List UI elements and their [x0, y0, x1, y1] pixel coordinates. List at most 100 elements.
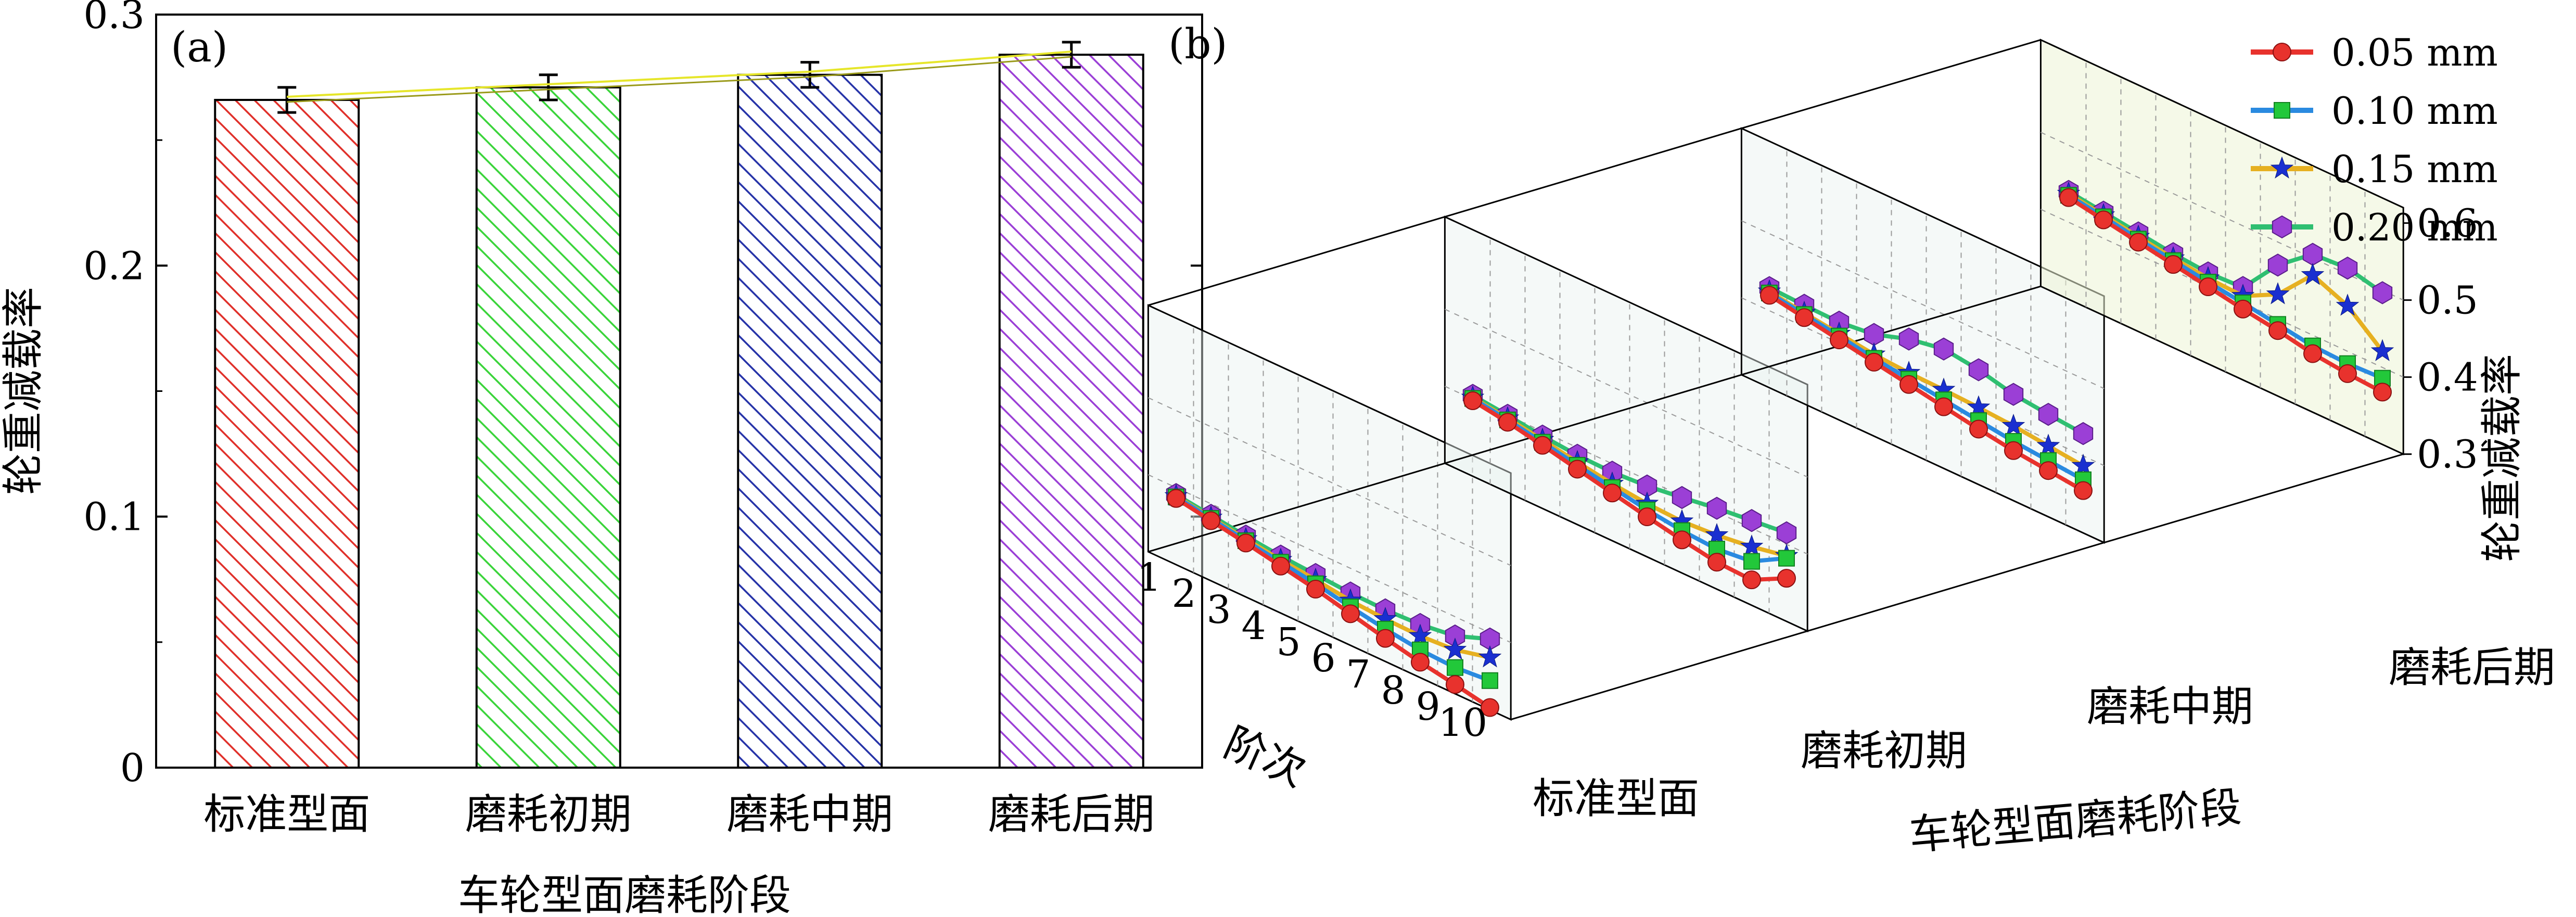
data-point	[1603, 483, 1622, 503]
data-point	[1498, 413, 1517, 432]
order-tick-label: 5	[1276, 620, 1300, 665]
group-label: 磨耗中期	[2087, 682, 2253, 731]
data-point	[2059, 188, 2078, 207]
data-point	[2094, 210, 2113, 230]
panel-a-label: (a)	[171, 23, 228, 71]
data-point	[1672, 486, 1692, 510]
data-point	[1236, 533, 1255, 553]
data-point	[2370, 339, 2394, 361]
data-point	[1778, 550, 1795, 567]
data-point	[1795, 308, 1814, 327]
data-point	[1898, 327, 1919, 351]
order-tick-label: 7	[1346, 652, 1370, 697]
data-point	[2337, 257, 2358, 280]
data-point	[2039, 461, 2058, 480]
floor-edge	[1741, 285, 2041, 376]
data-point	[2004, 441, 2023, 460]
wall-grid-line	[1741, 220, 2105, 389]
data-point	[1271, 556, 1290, 576]
data-point	[1760, 286, 1779, 305]
data-point	[2301, 263, 2325, 285]
floor-edge-front	[1807, 542, 2105, 632]
wall-grid-line	[2040, 132, 2404, 301]
data-point	[2372, 281, 2393, 304]
data-point	[1899, 375, 1918, 394]
order-axis-label: 阶次	[1217, 718, 1313, 796]
data-point	[2266, 282, 2290, 304]
data-point	[2303, 344, 2322, 363]
floor-edge-front	[2103, 453, 2404, 544]
data-point	[1533, 436, 1552, 455]
x-tick-label: 磨耗初期	[465, 790, 632, 838]
panel-a-x-axis-label: 车轮型面磨耗阶段	[458, 871, 791, 915]
group-label: 磨耗初期	[1801, 727, 1967, 775]
panel-a: (a) 0 0.1 0.2 0.3 标准型面 磨耗初期 磨耗中期 磨耗后期 车轮型面磨耗阶段…	[0, 0, 1203, 917]
data-point	[1740, 534, 1764, 557]
order-tick-label: 4	[1241, 604, 1266, 648]
series-line	[1471, 397, 1787, 564]
wall-grid-line	[1444, 309, 1808, 478]
top-edge	[1444, 128, 1742, 218]
series-line	[1768, 286, 2084, 436]
z-tick-label: 0.5	[2417, 278, 2478, 323]
y-tick-label: 0.3	[83, 0, 145, 37]
data-point	[1446, 675, 1464, 694]
x-tick-label: 标准型面	[203, 790, 370, 838]
order-tick-label: 2	[1171, 571, 1196, 616]
trend-line-lower	[287, 56, 1072, 103]
data-point	[2003, 383, 2024, 406]
z-tick-label: 0.6	[2417, 201, 2478, 246]
data-point	[1167, 489, 1185, 508]
y-tick-label: 0.2	[83, 244, 145, 288]
data-point	[1933, 337, 1954, 361]
wall-grid-line	[1147, 474, 1511, 643]
data-point	[2073, 422, 2094, 445]
top-edge	[1741, 39, 2041, 130]
data-point	[2074, 481, 2093, 500]
series-line	[1175, 496, 1491, 709]
data-point	[1969, 419, 1988, 439]
legend-label: 0.20 mm	[2331, 206, 2498, 249]
data-point	[1673, 530, 1691, 550]
legend-marker	[2273, 43, 2291, 61]
data-point	[2338, 364, 2357, 383]
series-line	[2067, 189, 2384, 295]
data-point	[2164, 255, 2183, 274]
legend-marker	[2274, 102, 2290, 119]
data-point	[2071, 453, 2095, 476]
data-point	[1967, 395, 1991, 417]
data-point	[1408, 623, 1432, 646]
legend-label: 0.05 mm	[2331, 31, 2498, 74]
series-line	[2067, 193, 2383, 380]
group-label: 标准型面	[1533, 774, 1699, 823]
data-point	[1638, 507, 1656, 527]
z-tick-label: 0.3	[2417, 432, 2478, 477]
legend-label: 0.15 mm	[2331, 147, 2498, 191]
data-point	[1776, 521, 1797, 544]
z-tick-label: 0.4	[2417, 355, 2478, 400]
bar-4	[998, 54, 1144, 769]
order-tick-label: 9	[1415, 684, 1440, 729]
data-point	[2129, 233, 2148, 252]
data-point	[2336, 294, 2360, 316]
top-edge	[1147, 216, 1445, 307]
wall-grid-line	[1147, 397, 1511, 566]
data-point	[1411, 653, 1430, 672]
data-point	[1865, 352, 1883, 372]
data-point	[1743, 553, 1760, 570]
data-point	[1482, 672, 1498, 689]
data-point	[1478, 645, 1502, 668]
bar-1	[214, 98, 360, 769]
order-tick-label: 1	[1137, 555, 1161, 600]
data-point	[2036, 434, 2060, 456]
data-point	[1742, 570, 1761, 590]
data-point	[2038, 403, 2059, 426]
floor-edge	[1147, 462, 1445, 553]
series-line	[1472, 393, 1788, 535]
data-point	[1481, 698, 1499, 717]
series-line	[1175, 492, 1490, 641]
data-point	[1463, 391, 1482, 410]
data-point	[2373, 383, 2392, 402]
